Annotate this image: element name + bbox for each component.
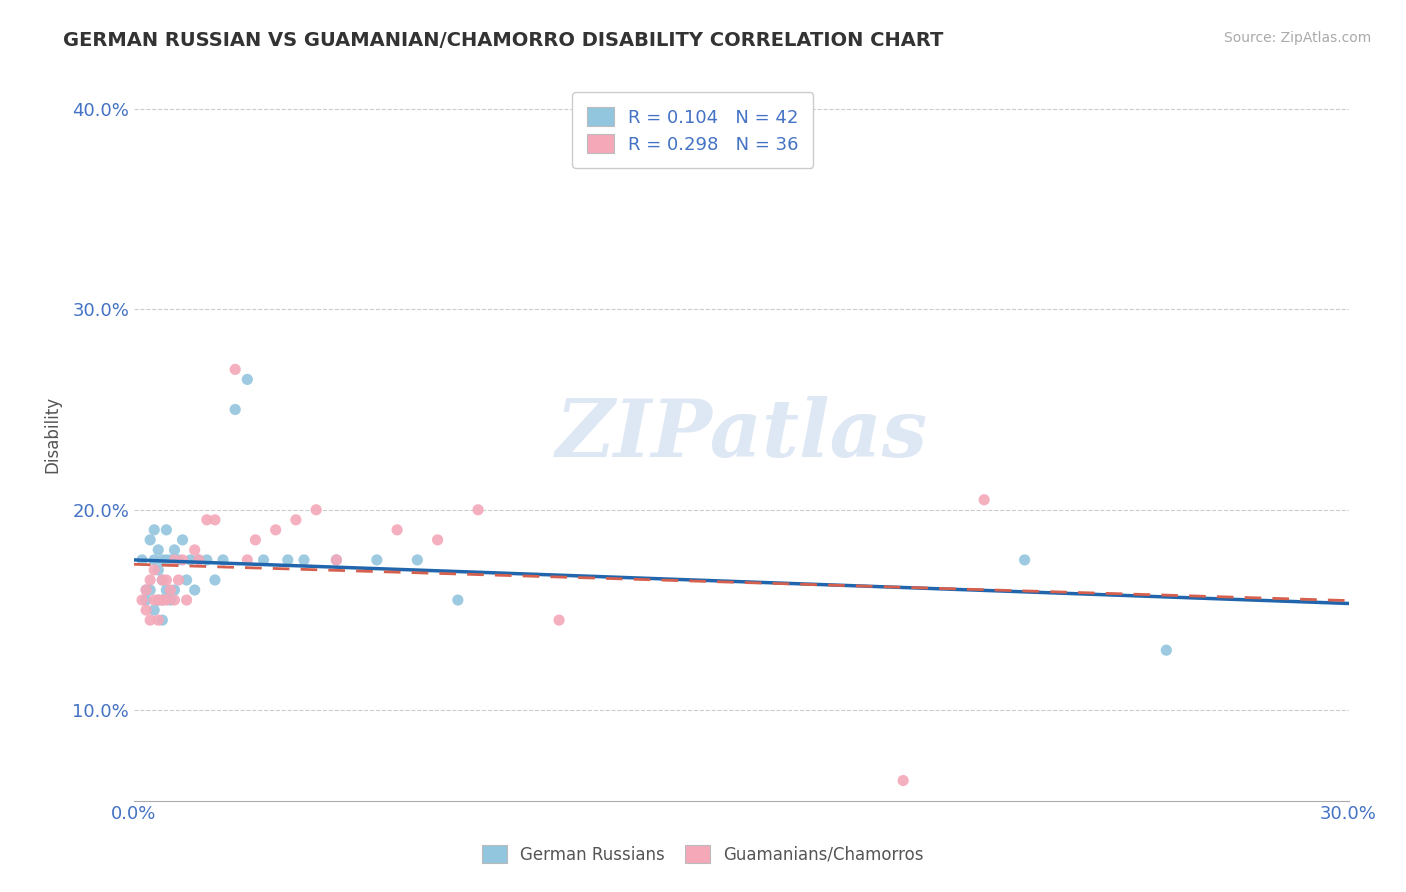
Point <box>277 553 299 567</box>
Point <box>159 553 181 567</box>
Point <box>204 573 226 587</box>
Point <box>167 553 190 567</box>
Point <box>426 533 449 547</box>
Point <box>155 523 177 537</box>
Point <box>236 372 259 386</box>
Point <box>150 613 173 627</box>
Point <box>131 553 153 567</box>
Point <box>150 573 173 587</box>
Point <box>264 523 287 537</box>
Point <box>163 553 186 567</box>
Point <box>406 553 429 567</box>
Point <box>163 542 186 557</box>
Point <box>195 553 218 567</box>
Point <box>155 573 177 587</box>
Point <box>148 593 170 607</box>
Point <box>187 553 209 567</box>
Point <box>139 582 162 597</box>
Point <box>183 582 205 597</box>
Point <box>305 503 328 517</box>
Point <box>131 593 153 607</box>
Point <box>150 573 173 587</box>
Point <box>176 573 198 587</box>
Point <box>176 593 198 607</box>
Point <box>172 553 194 567</box>
Point <box>366 553 388 567</box>
Point <box>167 573 190 587</box>
Point <box>150 593 173 607</box>
Point <box>204 513 226 527</box>
Point <box>135 603 157 617</box>
Point <box>155 593 177 607</box>
Point <box>159 582 181 597</box>
Point <box>148 542 170 557</box>
Point <box>212 553 235 567</box>
Point <box>183 542 205 557</box>
Point <box>148 563 170 577</box>
Point <box>325 553 347 567</box>
Point <box>143 593 166 607</box>
Point <box>139 573 162 587</box>
Point <box>195 513 218 527</box>
Point <box>236 553 259 567</box>
Point <box>135 582 157 597</box>
Point <box>252 553 274 567</box>
Point <box>467 503 489 517</box>
Point <box>172 533 194 547</box>
Point <box>135 582 157 597</box>
Point <box>148 593 170 607</box>
Point <box>224 402 246 417</box>
Point <box>143 553 166 567</box>
Point <box>143 523 166 537</box>
Point <box>155 553 177 567</box>
Point <box>163 582 186 597</box>
Point <box>284 513 307 527</box>
Point <box>150 553 173 567</box>
Point <box>224 362 246 376</box>
Point <box>135 593 157 607</box>
Point <box>148 613 170 627</box>
Point <box>150 593 173 607</box>
Point <box>973 492 995 507</box>
Point <box>180 553 202 567</box>
Point <box>891 773 914 788</box>
Text: GERMAN RUSSIAN VS GUAMANIAN/CHAMORRO DISABILITY CORRELATION CHART: GERMAN RUSSIAN VS GUAMANIAN/CHAMORRO DIS… <box>63 31 943 50</box>
Point <box>245 533 267 547</box>
Point <box>159 593 181 607</box>
Point <box>143 603 166 617</box>
Legend: R = 0.104   N = 42, R = 0.298   N = 36: R = 0.104 N = 42, R = 0.298 N = 36 <box>572 92 813 168</box>
Y-axis label: Disability: Disability <box>44 396 60 473</box>
Point <box>1156 643 1178 657</box>
Point <box>143 563 166 577</box>
Legend: German Russians, Guamanians/Chamorros: German Russians, Guamanians/Chamorros <box>475 838 931 871</box>
Point <box>163 593 186 607</box>
Text: ZIPatlas: ZIPatlas <box>555 396 928 474</box>
Point <box>187 553 209 567</box>
Point <box>385 523 408 537</box>
Point <box>139 613 162 627</box>
Point <box>155 582 177 597</box>
Point <box>292 553 315 567</box>
Point <box>139 533 162 547</box>
Point <box>325 553 347 567</box>
Point <box>1014 553 1036 567</box>
Point <box>548 613 571 627</box>
Text: Source: ZipAtlas.com: Source: ZipAtlas.com <box>1223 31 1371 45</box>
Point <box>447 593 470 607</box>
